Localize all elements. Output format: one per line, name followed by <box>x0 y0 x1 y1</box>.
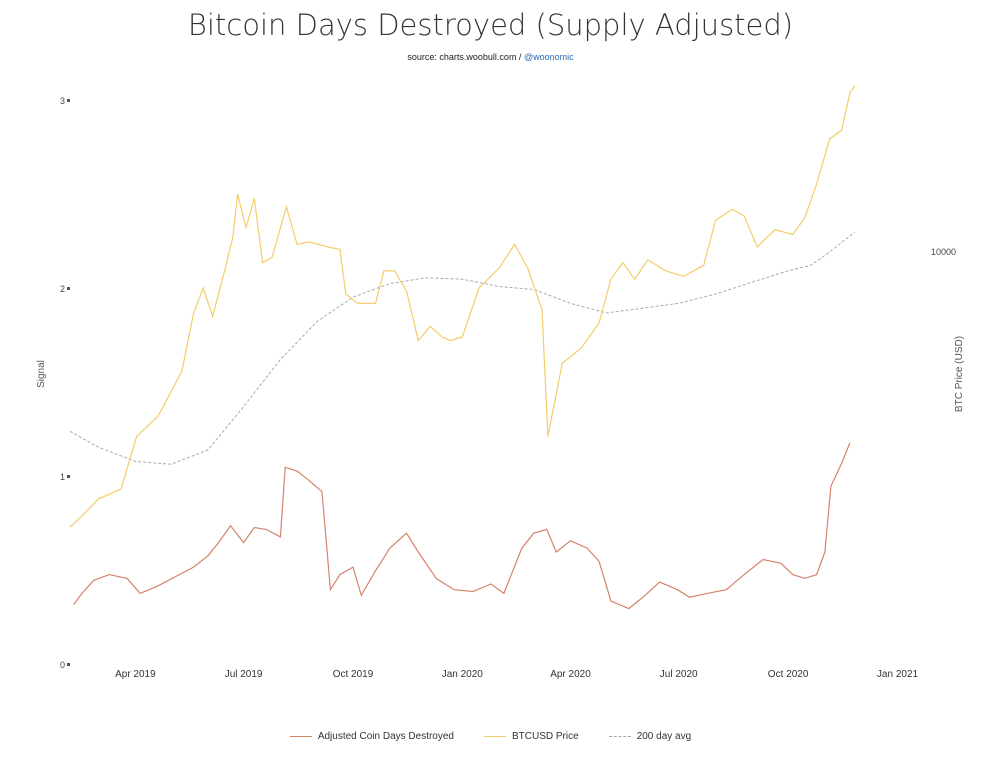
series-line-200-day-avg <box>69 231 856 465</box>
y-left-tick-mark-1 <box>67 475 70 478</box>
legend-swatch-avg <box>608 736 631 737</box>
y-left-tick-mark-3 <box>67 99 70 102</box>
y-left-tick-mark-2 <box>67 287 70 290</box>
chart-title: Bitcoin Days Destroyed (Supply Adjusted) <box>187 8 794 42</box>
legend-swatch-price <box>484 736 506 737</box>
twitter-handle-link[interactable]: @woonomic <box>523 52 574 62</box>
y-left-tick-2: 2 <box>60 284 65 294</box>
series-line-btcusd-price <box>69 85 856 528</box>
y-right-axis: 10000 BTC Price (USD) <box>931 247 965 412</box>
chart-subtitle: source: charts.woobull.com / @woonomic <box>0 52 981 62</box>
legend-label-price: BTCUSD Price <box>512 731 579 742</box>
y-left-axis: 3 2 1 0 Signal <box>36 96 70 670</box>
legend-item-cdd[interactable]: Adjusted Coin Days Destroyed <box>289 731 454 742</box>
legend-item-avg[interactable]: 200 day avg <box>608 731 692 742</box>
x-tick-label: Oct 2019 <box>333 669 374 680</box>
y-right-tick-10000: 10000 <box>931 247 956 257</box>
legend-label-avg: 200 day avg <box>636 731 692 742</box>
y-left-tick-mark-0 <box>67 663 70 666</box>
y-left-label: Signal <box>36 360 47 388</box>
x-tick-label: Jul 2020 <box>660 669 698 680</box>
legend-swatch-cdd <box>289 736 312 737</box>
y-right-label: BTC Price (USD) <box>954 336 965 412</box>
source-text: source: charts.woobull.com / <box>407 52 524 62</box>
y-left-tick-3: 3 <box>60 96 65 106</box>
x-tick-label: Apr 2019 <box>115 669 156 680</box>
y-left-tick-1: 1 <box>60 472 65 482</box>
x-tick-label: Oct 2020 <box>768 669 809 680</box>
x-tick-label: Jul 2019 <box>225 669 263 680</box>
x-tick-label: Jan 2020 <box>442 669 484 680</box>
x-tick-label: Jan 2021 <box>877 669 919 680</box>
y-left-tick-0: 0 <box>60 660 65 670</box>
x-axis: Apr 2019 Jul 2019 Oct 2019 Jan 2020 Apr 2020… <box>115 669 918 680</box>
chart-legend: Adjusted Coin Days Destroyed BTCUSD Pric… <box>0 731 981 742</box>
legend-label-cdd: Adjusted Coin Days Destroyed <box>317 731 454 742</box>
series-line-adjusted-coin-days-destroyed <box>73 442 851 610</box>
x-tick-label: Apr 2020 <box>550 669 591 680</box>
legend-item-price[interactable]: BTCUSD Price <box>484 731 579 742</box>
